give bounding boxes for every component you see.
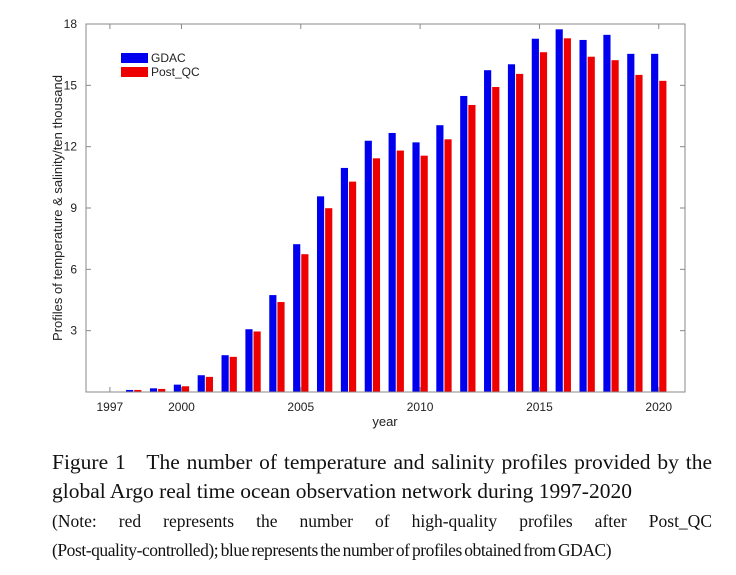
bar-post-qc-2014 [516,73,524,392]
bar-post-qc-2011 [444,139,452,392]
bar-gdac-2008 [364,140,372,392]
bar-post-qc-2004 [277,302,285,392]
bar-gdac-2014 [507,64,516,392]
bar-gdac-2015 [531,38,539,392]
bar-post-qc-2010 [420,155,428,392]
bar-post-qc-1998 [134,389,142,392]
bars-group [102,29,667,393]
bar-post-qc-2002 [229,356,237,392]
x-tick-label: 2015 [526,400,553,414]
bar-post-qc-1999 [158,388,166,392]
bar-post-qc-2007 [349,181,357,392]
bar-gdac-2009 [388,132,396,393]
y-tick-label: 15 [64,78,78,92]
bar-gdac-2017 [579,39,587,393]
bar-gdac-2003 [245,329,253,392]
bar-gdac-2000 [173,384,181,392]
legend-swatch-postqc [121,67,148,77]
y-axis-label: Profiles of temperature & salinity/ten t… [50,75,65,341]
figure-note-line-1: (Note: red represents the number of high… [52,511,712,531]
legend-label-gdac: GDAC [151,51,186,65]
x-tick-label: 1997 [97,400,124,414]
bar-gdac-2018 [603,34,611,392]
bar-gdac-2016 [555,29,563,393]
bar-gdac-2012 [460,95,468,392]
bar-gdac-2013 [484,70,492,393]
y-tick-label: 6 [70,262,77,276]
x-tick-label: 2020 [645,400,672,414]
bar-post-qc-2009 [396,150,404,392]
bar-post-qc-2016 [563,38,571,393]
bar-gdac-2006 [316,196,325,392]
bar-post-qc-2013 [492,86,500,393]
bar-gdac-2005 [293,244,301,392]
x-tick-label: 2010 [407,400,434,414]
bar-post-qc-2001 [205,376,213,392]
bar-post-qc-2012 [468,104,476,393]
bar-gdac-1998 [126,389,134,392]
bar-post-qc-2003 [253,331,261,392]
bar-post-qc-2017 [587,56,595,392]
bar-post-qc-2005 [301,254,309,392]
bar-chart: 1997 2000 2005 2010 2015 2020 3 6 9 12 15 18 year P… [50,17,686,429]
axes-group: 1997 2000 2005 2010 2015 2020 3 6 9 12 15 18 [64,17,685,414]
bar-gdac-2007 [340,167,349,392]
y-tick-label: 18 [64,17,78,31]
bar-gdac-2002 [221,355,229,392]
bar-gdac-2010 [412,142,420,392]
bar-gdac-2019 [627,53,635,393]
bar-post-qc-2018 [611,60,619,392]
bar-post-qc-2008 [372,158,381,392]
bar-gdac-2001 [197,375,205,392]
x-tick-label: 2005 [287,400,314,414]
x-axis-label: year [372,414,398,429]
bar-gdac-2004 [269,295,277,392]
y-tick-label: 3 [70,324,77,338]
bar-gdac-1999 [149,388,158,392]
bar-post-qc-2020 [659,80,667,392]
legend: GDAC Post_QC [121,51,200,79]
bar-gdac-2011 [436,125,444,392]
bar-gdac-2020 [651,53,659,393]
figure-note-line-2: (Post-quality-controlled); blue represen… [52,540,612,560]
y-tick-label: 12 [64,140,78,154]
legend-label-postqc: Post_QC [151,65,200,79]
legend-swatch-gdac [121,53,148,63]
y-tick-label: 9 [70,201,77,215]
figure-caption-line-2: global Argo real time ocean observation … [52,479,632,503]
plot-frame [85,23,686,393]
x-tick-label: 2000 [168,400,195,414]
bar-post-qc-2000 [181,386,190,392]
bar-post-qc-2015 [539,52,548,393]
figure-caption-line-1: Figure 1 The number of temperature and s… [52,450,712,474]
bar-post-qc-2006 [325,208,333,392]
bar-post-qc-2019 [635,74,643,392]
